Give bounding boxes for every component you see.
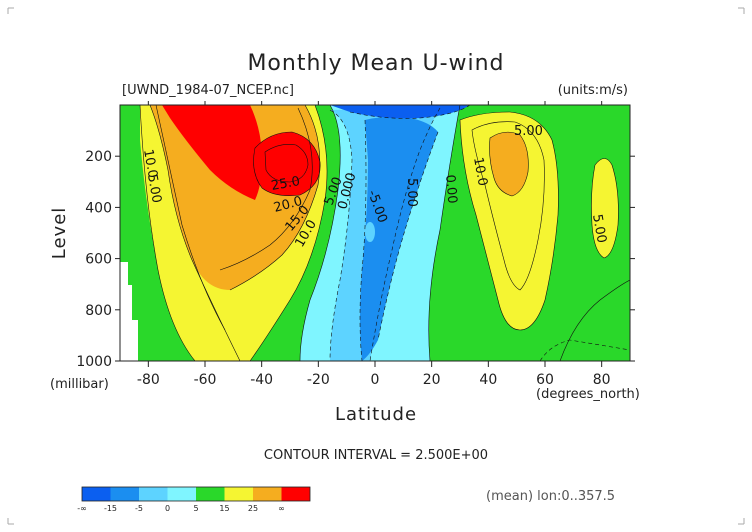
- colorbar-swatch: [196, 487, 225, 501]
- contour-label: 5.00: [404, 178, 419, 207]
- contour-line: [459, 111, 559, 331]
- y-tick-label: 400: [85, 200, 112, 216]
- contour-label: 10.0: [470, 156, 490, 187]
- contour-line: [369, 107, 441, 361]
- colorbar-swatch: [253, 487, 282, 501]
- contour-line: [349, 105, 471, 119]
- y-tick-label: 800: [85, 303, 112, 319]
- contour-line: [249, 105, 328, 361]
- colorbar-tick-label: 15: [219, 504, 229, 513]
- units-label: (units:m/s): [558, 83, 628, 98]
- region-blue-cell: [365, 222, 375, 242]
- contour-label: 0.00: [442, 174, 459, 204]
- region-yellow-polar: [591, 158, 619, 258]
- x-tick-label: 80: [593, 372, 611, 388]
- contour-line: [591, 158, 619, 259]
- contour-line: [229, 105, 321, 291]
- x-tick-label: 60: [536, 372, 554, 388]
- contour-line: [155, 105, 226, 331]
- colorbar-tick-label: 5: [193, 504, 198, 513]
- contour-label: 20.0: [272, 194, 304, 216]
- contour-line: [219, 107, 313, 271]
- contour-line: [559, 279, 630, 361]
- x-tick-label: -60: [194, 372, 217, 388]
- contour-line: [359, 119, 367, 361]
- dataset-label: [UWND_1984-07_NCEP.nc]: [122, 83, 294, 98]
- contour-label: 5.00: [144, 173, 164, 204]
- colorbar-tick-label: 25: [248, 504, 258, 513]
- region-blue: [360, 116, 438, 361]
- region-red-south: [162, 105, 262, 200]
- colorbar-swatch: [167, 487, 196, 501]
- contour-label: 5.00: [589, 213, 609, 244]
- contour-line: [428, 105, 461, 361]
- colorbar-swatch: [224, 487, 253, 501]
- contour-line: [329, 109, 353, 361]
- x-axis-label: Latitude: [335, 404, 417, 425]
- y-axis-label: Level: [49, 207, 70, 260]
- contour-lines-negative: [329, 105, 630, 361]
- x-tick-label: 20: [423, 372, 441, 388]
- contour-line: [253, 131, 321, 196]
- colorbar: -∞ -15 -5 0 5 15 25 ∞: [77, 486, 311, 513]
- colorbar-tick-label: -15: [104, 504, 117, 513]
- contour-label: 25.0: [270, 174, 301, 194]
- colorbar-tick-label: -∞: [77, 504, 87, 513]
- colorbar-tick-label: -5: [135, 504, 143, 513]
- region-darkblue: [330, 105, 470, 119]
- contour-lines: [139, 105, 630, 361]
- region-yellow-north: [460, 112, 559, 330]
- region-orange-north: [489, 132, 529, 196]
- crop-marks: [7, 7, 745, 525]
- x-tick-label: -80: [137, 372, 160, 388]
- contour-line: [539, 339, 630, 361]
- colorbar-swatch: [139, 487, 168, 501]
- colorbar-frame: [81, 486, 311, 502]
- colorbar-swatch: [82, 487, 111, 501]
- contour-line: [489, 131, 529, 197]
- missing-data: [120, 262, 138, 361]
- colorbar-tick-label: 0: [165, 504, 170, 513]
- contour-fill: 10.0 5.00 0.00 25.0 20.0 15.0 10.0 5.00 …: [106, 105, 630, 361]
- x-tick-label: 40: [479, 372, 497, 388]
- footer-note: (mean) lon:0..357.5: [486, 489, 615, 504]
- y-axis-units: (millibar): [50, 377, 109, 392]
- contour-line: [299, 105, 341, 361]
- contour-label: 10.0: [140, 148, 160, 179]
- contour-line: [264, 144, 309, 183]
- contour-interval: CONTOUR INTERVAL = 2.500E+00: [264, 448, 488, 463]
- colorbar-swatch: [110, 487, 139, 501]
- contour-line: [471, 121, 545, 291]
- contour-line: [377, 131, 439, 341]
- y-tick-label: 200: [85, 149, 112, 165]
- chart-title: Monthly Mean U-wind: [247, 51, 504, 76]
- y-tick-label: 1000: [76, 354, 112, 370]
- x-axis-ticks: -80 -60 -40 -20 0 20 40 60 80: [137, 101, 611, 388]
- contour-line: [149, 105, 241, 361]
- colorbar-swatch: [281, 487, 310, 501]
- x-tick-label: -40: [250, 372, 273, 388]
- colorbar-tick-label: ∞: [278, 504, 285, 513]
- x-tick-label: -20: [307, 372, 330, 388]
- y-axis-ticks: 200 400 600 800 1000: [76, 149, 635, 370]
- y-tick-label: 600: [85, 252, 112, 268]
- contour-label-group: 10.0 5.00 0.00 25.0 20.0 15.0 10.0 5.00 …: [106, 124, 609, 250]
- x-tick-label: 0: [371, 372, 380, 388]
- contour-label: 5.00: [514, 124, 543, 139]
- contour-label: 0.00: [106, 221, 121, 250]
- contour-line: [139, 105, 196, 361]
- region-red-jet: [253, 132, 321, 196]
- x-axis-units: (degrees_north): [536, 387, 640, 402]
